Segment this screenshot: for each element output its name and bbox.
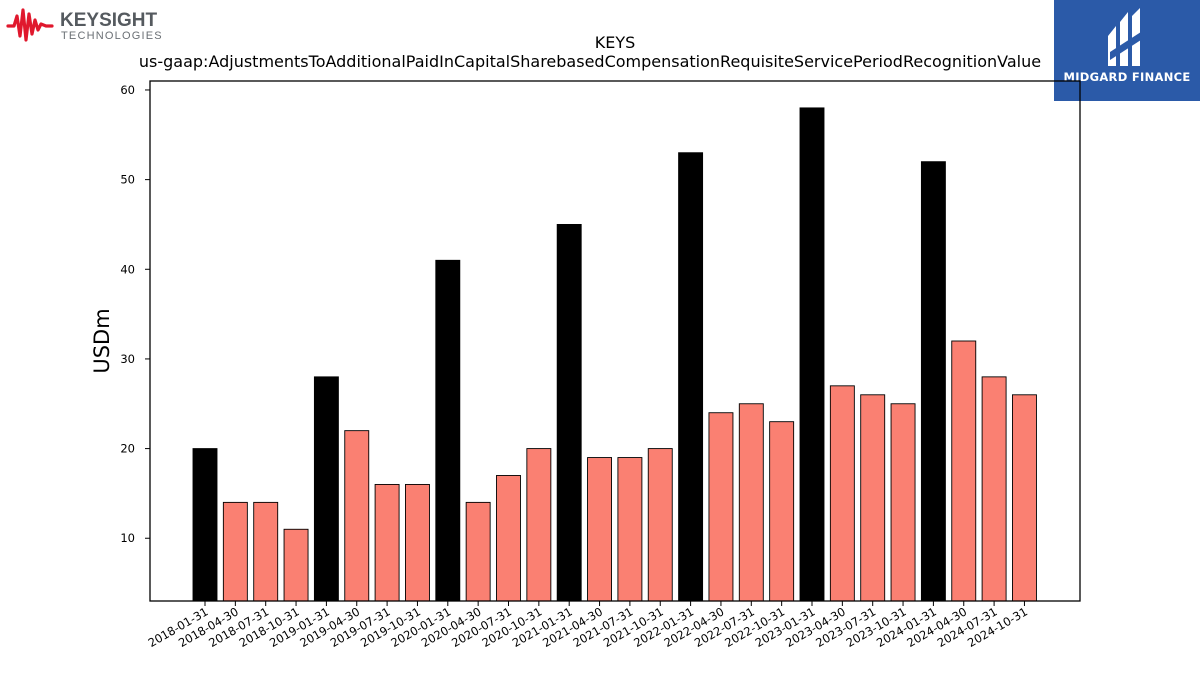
bar-2018-10-31 xyxy=(283,528,309,602)
bar-2022-01-31 xyxy=(678,152,704,602)
chart-subtitle: us-gaap:AdjustmentsToAdditionalPaidInCap… xyxy=(138,52,1042,71)
y-tick-label: 60 xyxy=(120,83,135,97)
y-axis-label: USDm xyxy=(90,308,114,373)
y-tick-label: 30 xyxy=(120,352,135,366)
bar-2022-10-31 xyxy=(769,421,795,602)
keysight-logo: KEYSIGHT TECHNOLOGIES xyxy=(6,4,176,44)
bar-2020-07-31 xyxy=(496,475,521,602)
keysight-logo-sub: TECHNOLOGIES xyxy=(61,30,163,42)
y-tick-label: 50 xyxy=(120,173,135,187)
bar-2020-01-31 xyxy=(435,259,461,602)
bar-2023-04-30 xyxy=(829,385,855,602)
bar-2018-01-31 xyxy=(192,448,218,602)
midgard-finance-logo: MIDGARD FINANCE xyxy=(1054,0,1200,101)
y-tick-label: 40 xyxy=(120,262,135,276)
bar-2024-10-31 xyxy=(1012,394,1037,602)
bar-2024-07-31 xyxy=(981,376,1007,602)
bar-2020-04-30 xyxy=(465,501,491,602)
bar-2019-04-30 xyxy=(344,430,370,602)
y-axis: 10 20 30 40 50 60 xyxy=(120,83,150,545)
bar-2022-07-31 xyxy=(738,403,764,602)
bar-2018-04-30 xyxy=(222,501,248,602)
keysight-wave-icon: KEYSIGHT TECHNOLOGIES xyxy=(6,8,163,42)
midgard-mark-icon xyxy=(1108,8,1144,66)
bar-2021-01-31 xyxy=(556,223,582,602)
bar-2021-04-30 xyxy=(587,457,612,602)
y-tick-label: 10 xyxy=(120,531,135,545)
bar-2021-07-31 xyxy=(617,457,643,602)
bar-2020-10-31 xyxy=(526,448,552,602)
plot-frame xyxy=(149,80,1081,602)
bar-2022-04-30 xyxy=(708,412,734,602)
chart-title: KEYS xyxy=(594,33,636,52)
x-axis: 2018-01-312018-04-302018-07-312018-10-31… xyxy=(146,601,1030,650)
bars-group xyxy=(192,107,1037,602)
bar-2023-10-31 xyxy=(890,403,916,602)
bar-2023-07-31 xyxy=(860,394,886,602)
bar-2024-04-30 xyxy=(951,340,977,602)
keysight-logo-name: KEYSIGHT xyxy=(60,10,158,31)
bar-2018-07-31 xyxy=(253,501,279,602)
y-tick-label: 20 xyxy=(120,442,135,456)
bar-2023-01-31 xyxy=(799,107,825,602)
bar-2024-01-31 xyxy=(920,161,946,602)
bar-2021-10-31 xyxy=(647,448,673,602)
bar-2019-10-31 xyxy=(405,483,430,602)
midgard-logo-name: MIDGARD FINANCE xyxy=(1063,70,1191,84)
bar-2019-01-31 xyxy=(313,376,339,602)
bar-2019-07-31 xyxy=(374,483,400,602)
